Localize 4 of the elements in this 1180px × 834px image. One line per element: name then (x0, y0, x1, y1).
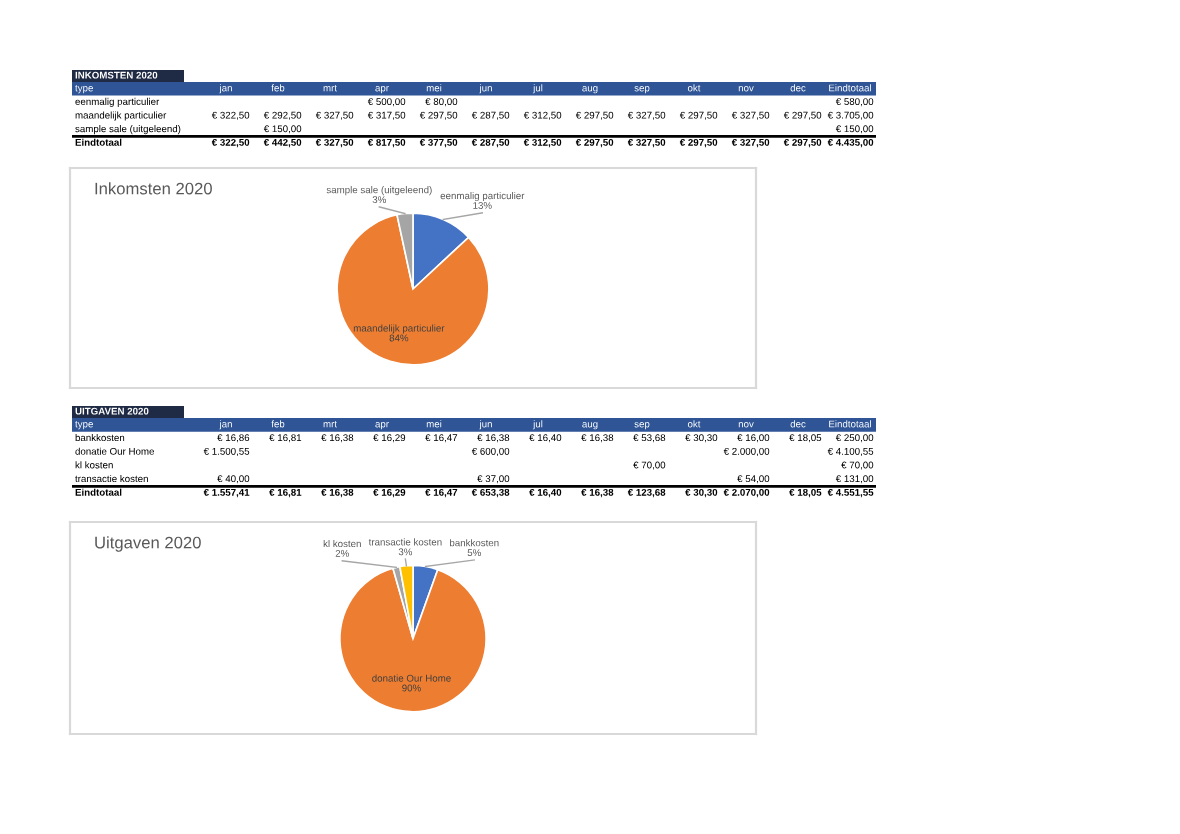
text: Inkomsten 2020 (95, 182, 212, 195)
pie-slice (339, 567, 487, 713)
pie-slice (336, 213, 490, 366)
text: Uitgaven 2020 (95, 536, 201, 552)
